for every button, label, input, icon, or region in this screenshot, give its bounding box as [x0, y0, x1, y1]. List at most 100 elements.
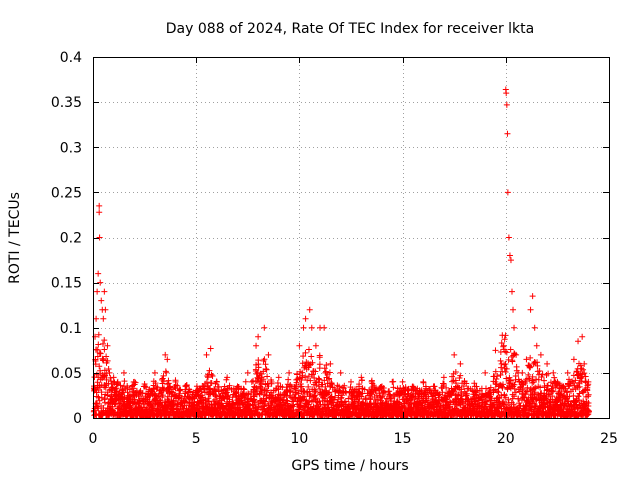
data-point [533, 342, 540, 349]
data-point [507, 257, 514, 264]
data-point [323, 362, 330, 369]
data-point [341, 382, 348, 389]
data-point [101, 396, 108, 403]
data-point [300, 353, 307, 360]
y-tick-label: 0.15 [51, 276, 82, 292]
data-point [260, 376, 267, 383]
y-tick-label: 0.4 [60, 50, 82, 66]
data-point [146, 393, 153, 400]
data-point [163, 369, 170, 376]
data-point [96, 397, 103, 404]
data-point [98, 297, 105, 304]
data-point [173, 406, 180, 413]
data-point [174, 382, 181, 389]
x-tick-label: 5 [192, 431, 201, 447]
data-point [502, 368, 509, 375]
data-point [390, 384, 397, 391]
data-point [95, 341, 102, 348]
data-point [348, 378, 354, 385]
data-point [159, 392, 166, 399]
data-point [152, 380, 159, 387]
data-point [164, 356, 171, 363]
data-point [132, 379, 139, 386]
data-point [531, 324, 538, 331]
data-point [121, 378, 128, 385]
data-point [210, 398, 217, 405]
data-point [506, 252, 513, 259]
data-point [504, 130, 511, 137]
data-point [501, 391, 508, 398]
data-point [96, 202, 103, 209]
data-point [326, 389, 333, 396]
data-point [308, 398, 315, 405]
data-point [255, 364, 262, 371]
data-point [502, 332, 509, 339]
data-point [183, 381, 190, 388]
data-point [206, 367, 213, 374]
data-point [254, 406, 261, 413]
data-point [300, 324, 307, 331]
y-tick-label: 0.1 [60, 321, 82, 337]
data-point [440, 374, 447, 381]
data-point [218, 397, 225, 404]
data-point [302, 349, 309, 356]
data-point [262, 365, 269, 372]
data-point [108, 378, 115, 385]
data-point [298, 383, 305, 390]
data-point [203, 379, 210, 386]
data-point [261, 356, 268, 363]
data-point [96, 209, 103, 216]
data-point [581, 360, 588, 367]
data-point [207, 345, 214, 352]
data-point [253, 342, 260, 349]
data-point [264, 373, 271, 380]
data-point [539, 371, 546, 378]
x-tick-label: 25 [600, 431, 618, 447]
data-point [575, 338, 582, 345]
data-point [261, 400, 268, 407]
data-point [100, 356, 107, 363]
data-point [95, 270, 102, 277]
data-point [141, 383, 148, 390]
data-point [527, 306, 534, 313]
data-point [220, 394, 227, 401]
data-point [299, 372, 306, 379]
data-point [114, 380, 121, 387]
data-point [570, 356, 577, 363]
data-point [238, 397, 245, 404]
data-point [287, 388, 294, 395]
data-point [296, 398, 303, 405]
data-point [265, 383, 272, 390]
data-point [94, 346, 101, 353]
data-point [93, 400, 100, 407]
data-point [160, 378, 167, 385]
y-axis-label: ROTI / TECUs [7, 192, 23, 284]
data-point [98, 389, 105, 396]
data-point [296, 342, 303, 349]
data-point [186, 388, 193, 395]
data-point [225, 392, 232, 399]
data-point [510, 306, 517, 313]
data-point [93, 315, 100, 322]
data-point [305, 383, 312, 390]
data-point [93, 393, 100, 400]
data-point [345, 395, 352, 402]
data-point [139, 390, 146, 397]
data-point [242, 378, 249, 385]
data-point [358, 377, 365, 384]
data-point [117, 382, 124, 389]
data-point [482, 369, 489, 376]
data-point [302, 315, 309, 322]
data-point [93, 371, 100, 378]
data-point [162, 351, 169, 358]
data-point [97, 279, 104, 286]
data-point [263, 366, 270, 373]
data-point [94, 353, 101, 360]
data-point [312, 387, 319, 394]
data-point [497, 357, 504, 364]
x-tick-label: 15 [394, 431, 412, 447]
data-point [104, 392, 111, 399]
data-point [208, 379, 215, 386]
y-tick-label: 0 [73, 411, 82, 427]
